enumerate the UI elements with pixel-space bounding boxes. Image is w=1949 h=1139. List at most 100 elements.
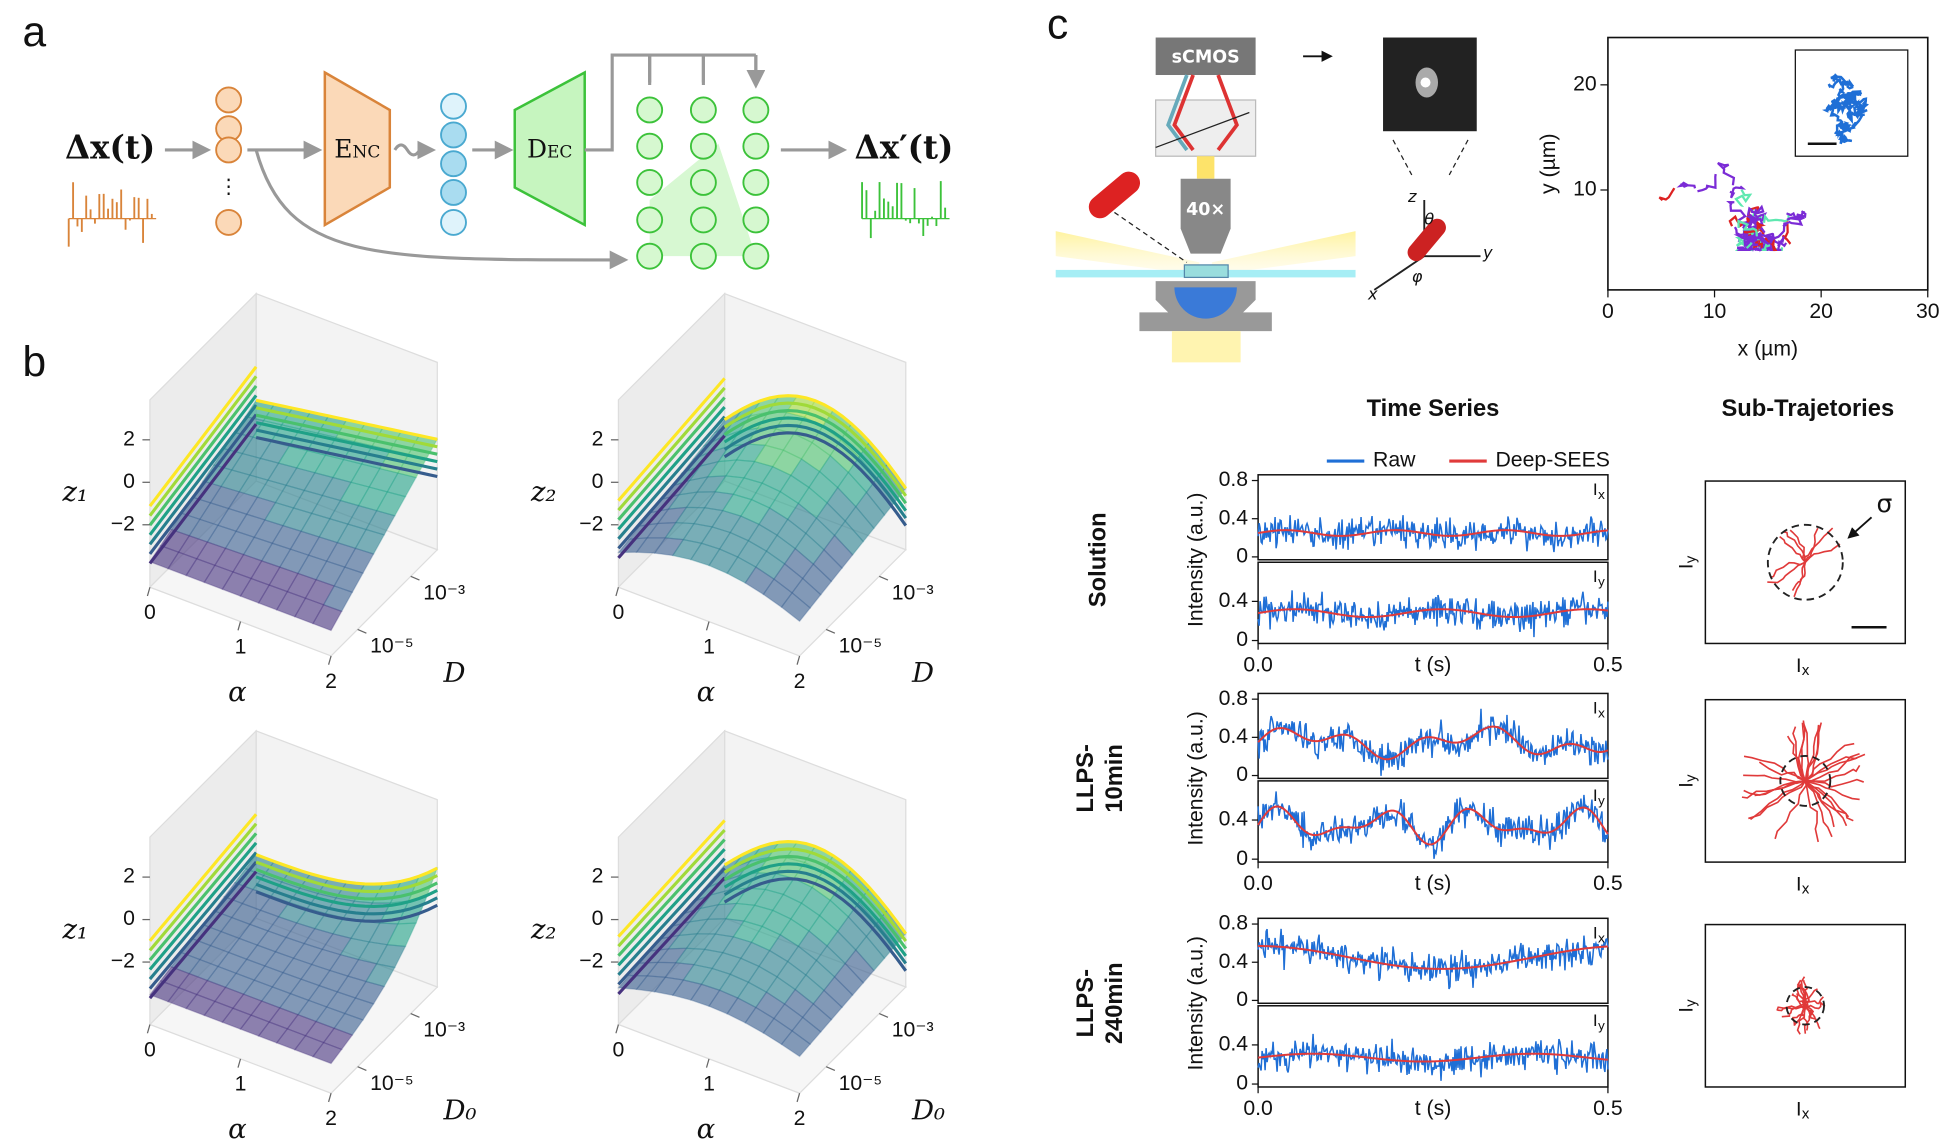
output-neuron <box>636 242 664 270</box>
curve <box>255 890 438 923</box>
conv-region <box>649 143 756 257</box>
y-tick-label: 0.4 <box>1219 808 1249 831</box>
channel-sub: y <box>1598 792 1606 807</box>
surface-patch <box>791 577 822 609</box>
encoder-label: Enc <box>334 135 380 164</box>
x-axis-label: t (s) <box>1415 1097 1452 1120</box>
y-tick-label: 0.4 <box>1219 506 1249 529</box>
x-tick-label: 1 <box>235 635 247 658</box>
curve <box>723 847 908 943</box>
sub-trajectory <box>1793 562 1807 598</box>
output-neuron <box>636 206 664 234</box>
curve <box>617 838 726 957</box>
channel-label: Ix <box>1593 923 1605 945</box>
time-series-plot: 0 0.4 Iy <box>1219 561 1609 651</box>
d-tick <box>878 1013 889 1018</box>
plot-frame <box>1257 917 1609 1005</box>
guide <box>1114 211 1188 263</box>
condition-label: 240min <box>1102 962 1128 1044</box>
sub-trajectory <box>1743 774 1806 783</box>
x-tick-label: 2 <box>794 1107 806 1130</box>
raw-trace <box>1257 1033 1609 1081</box>
channel-base: I <box>1593 479 1598 498</box>
spot <box>1420 77 1431 88</box>
z-tick-label: −2 <box>111 512 135 535</box>
curve <box>723 869 908 965</box>
arrow <box>393 140 437 160</box>
sub-trajectory <box>1805 753 1860 782</box>
legend-label: Deep-SEES <box>1495 449 1609 472</box>
y-tick-label: 0 <box>1236 628 1248 651</box>
channel-sub: y <box>1684 774 1700 782</box>
curve <box>723 839 908 935</box>
denoised-trace <box>1257 805 1609 846</box>
sub-trajectory <box>1797 722 1807 782</box>
curve <box>148 841 258 971</box>
latent-neuron <box>440 92 467 120</box>
output-neuron <box>689 96 717 124</box>
channel-label: Iy <box>1593 567 1606 589</box>
surface-plot: z₁ 2 0 −2 0 1 2 α 10⁻⁵ 10⁻³ D₀ <box>61 729 477 1139</box>
output-label: Δx′(t) <box>855 128 954 166</box>
sub-trajectory <box>1783 531 1807 563</box>
curve <box>617 425 726 550</box>
surface-plot: z₂ 2 0 −2 0 1 2 α 10⁻⁵ 10⁻³ D₀ <box>530 729 945 1139</box>
y-axis-label: Intensity (a.u.) <box>1184 936 1207 1070</box>
x-axis-label: α <box>228 1113 247 1139</box>
trajectory <box>1737 219 1759 237</box>
y-tick-label: 0.4 <box>1219 1033 1249 1056</box>
trajectory <box>1726 200 1747 223</box>
sub-trajectory <box>1804 988 1818 1007</box>
channel-sub: x <box>1802 663 1810 679</box>
sub-trajectory <box>1749 780 1806 821</box>
architecture-diagram: Δx(t) Enc Dec Δx′(t) ⋮ <box>65 53 954 270</box>
trajectory <box>1771 239 1782 252</box>
d-tick-label: 10⁻³ <box>423 1019 465 1042</box>
d-tick <box>410 575 420 581</box>
trajectory <box>1658 187 1676 202</box>
sub-trajectory <box>1743 755 1806 782</box>
mirror <box>1155 111 1250 149</box>
legend-label: Raw <box>1373 449 1416 472</box>
decoder-block <box>513 70 586 228</box>
channel-sub: x <box>1598 486 1605 501</box>
x-tick-label: 0.5 <box>1593 872 1622 895</box>
d-tick-label: 10⁻³ <box>423 581 465 604</box>
sub-trajectory <box>1774 780 1808 840</box>
time-series-plot: 0 0.4 Iy <box>1219 1005 1609 1095</box>
channel-sub: y <box>1684 555 1700 563</box>
trajectory <box>1734 236 1748 248</box>
curve <box>148 822 258 952</box>
sub-trajectory <box>1804 527 1819 563</box>
trajectory <box>1786 216 1804 227</box>
x-tick-label: 2 <box>325 1107 337 1130</box>
sub-trajectory <box>1804 780 1848 827</box>
channel-sub: x <box>1598 930 1605 945</box>
sub-trajectory <box>1793 1005 1807 1026</box>
sub-trajectory <box>1804 780 1854 822</box>
condition-label: LLPS- <box>1073 744 1099 813</box>
denoised-trace <box>1257 1052 1609 1063</box>
raw-trace <box>1257 791 1609 859</box>
trajectory <box>1781 221 1792 245</box>
trajectory <box>1736 246 1751 252</box>
y-tick-label: 0 <box>1236 1072 1248 1095</box>
curve <box>148 404 258 546</box>
latent-neuron <box>440 121 467 149</box>
d-tick-label: 10⁻³ <box>892 581 934 604</box>
trajectory <box>1757 232 1770 243</box>
curve <box>255 875 438 908</box>
axis-label: Iy <box>1676 999 1699 1013</box>
objective <box>1180 178 1231 254</box>
axis-label: Iy <box>1676 774 1699 788</box>
x-axis-label: α <box>697 676 716 708</box>
z-tick-label: 0 <box>123 907 135 930</box>
trajectory <box>1767 234 1775 244</box>
denoised-trace <box>1258 945 1608 970</box>
curve <box>255 435 438 479</box>
sub-trajectory <box>1804 780 1850 818</box>
output-neuron <box>689 206 717 234</box>
output-neuron <box>636 169 664 196</box>
y-axis-label: Intensity (a.u.) <box>1184 711 1207 845</box>
axis-label: θ <box>1424 209 1434 228</box>
